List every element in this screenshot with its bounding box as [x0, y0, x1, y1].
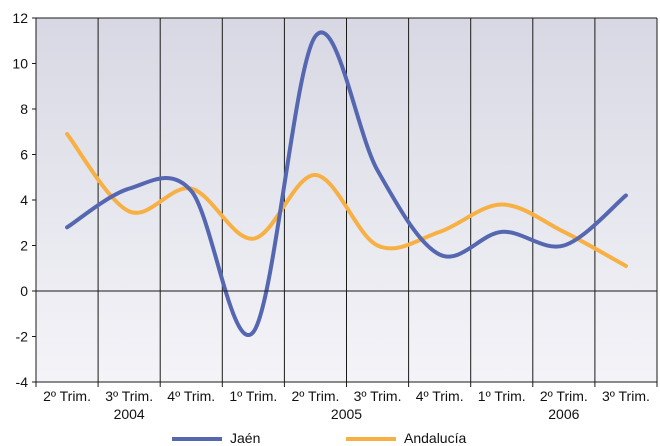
- x-tick-label: 1º Trim.: [229, 388, 277, 404]
- x-year-label: 2005: [331, 406, 362, 422]
- legend-label-andalucia: Andalucía: [404, 430, 466, 446]
- y-tick-label: 0: [20, 283, 28, 299]
- series-line-jaen: [65, 30, 628, 337]
- x-tick-label: 4º Trim.: [416, 388, 464, 404]
- series-line-andalucia: [65, 132, 628, 268]
- x-tick-label: 3º Trim.: [602, 388, 650, 404]
- legend: Jaén Andalucía: [172, 430, 466, 446]
- x-tick-label: 2º Trim.: [291, 388, 339, 404]
- x-tick-label: 3º Trim.: [354, 388, 402, 404]
- x-axis-ticks: 2º Trim. 3º Trim. 4º Trim. 1º Trim. 2º Trim.…: [35, 382, 658, 422]
- y-tick-label: 8: [20, 101, 28, 117]
- x-year-label: 2004: [114, 406, 145, 422]
- y-tick-label: 4: [20, 192, 28, 208]
- y-tick-label: 2: [20, 238, 28, 254]
- legend-label-jaen: Jaén: [230, 430, 260, 446]
- y-tick-label: 12: [12, 10, 28, 26]
- y-tick-label: 6: [20, 147, 28, 163]
- x-tick-label: 3º Trim.: [105, 388, 153, 404]
- y-axis-ticks: -4 -2 0 2 4 6 8 10 12: [12, 10, 36, 390]
- x-tick-label: 1º Trim.: [478, 388, 526, 404]
- x-tick-label: 4º Trim.: [167, 388, 215, 404]
- y-tick-label: -2: [16, 329, 29, 345]
- x-tick-label: 2º Trim.: [43, 388, 91, 404]
- y-tick-label: -4: [16, 374, 29, 390]
- x-tick-label: 2º Trim.: [540, 388, 588, 404]
- series-layer: [65, 30, 628, 337]
- y-tick-label: 10: [12, 56, 28, 72]
- x-year-label: 2006: [548, 406, 579, 422]
